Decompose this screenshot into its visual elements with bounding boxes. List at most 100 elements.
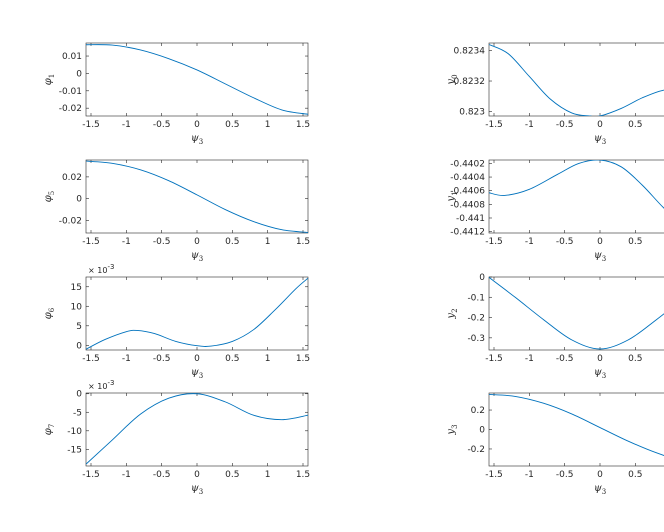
y-tick-label: -0.4406 bbox=[450, 187, 485, 197]
x-tick-label: -0.5 bbox=[153, 120, 171, 130]
x-tick-label: 0.5 bbox=[628, 470, 642, 480]
series-line bbox=[86, 160, 308, 233]
x-tick-label: 0.5 bbox=[628, 354, 642, 364]
x-axis-label: ψ3 bbox=[191, 367, 203, 380]
subplot-5: -1.5 -1 -0.5 0 0.5 1 1.5 15 10 5 0 × 10-3 ψ3 φ6 bbox=[43, 263, 310, 380]
axes-box bbox=[488, 276, 664, 351]
x-tick-label: 0 bbox=[597, 470, 603, 480]
x-tick-label: 0.5 bbox=[225, 237, 239, 247]
x-tick-label: 1.5 bbox=[296, 237, 310, 247]
series-line bbox=[489, 277, 664, 350]
x-tick-label: -0.5 bbox=[153, 354, 171, 364]
x-tick-label: -0.5 bbox=[556, 120, 574, 130]
series-line bbox=[86, 393, 308, 465]
y-tick-label: -0.4408 bbox=[450, 200, 485, 210]
y-axis-label: y1 bbox=[446, 191, 459, 202]
x-tick-label: -0.5 bbox=[153, 470, 171, 480]
y-tick-label: -0.3 bbox=[467, 334, 485, 344]
y-axis-label: φ1 bbox=[43, 74, 56, 85]
subplot-4: -1.5-1-0.500.511.5-0.4402-0.4404-0.4406-… bbox=[446, 159, 664, 263]
axes-box bbox=[488, 159, 664, 234]
y-tick-label: 0 bbox=[479, 426, 485, 436]
x-tick-label: -0.5 bbox=[556, 354, 574, 364]
series-line bbox=[489, 160, 664, 209]
x-tick-label: 0 bbox=[597, 120, 603, 130]
x-tick-label: -0.5 bbox=[556, 237, 574, 247]
y-axis-label: φ7 bbox=[43, 424, 56, 435]
x-tick-label: 0 bbox=[194, 354, 200, 364]
y-tick-label: 0.823 bbox=[459, 107, 485, 117]
y-tick-label: -0.4402 bbox=[450, 159, 485, 169]
x-tick-label: 0.5 bbox=[628, 120, 642, 130]
x-tick-label: -1.5 bbox=[485, 120, 503, 130]
x-tick-label: -1.5 bbox=[82, 354, 100, 364]
x-tick-label: 0.5 bbox=[225, 354, 239, 364]
x-tick-label: 0.5 bbox=[225, 470, 239, 480]
x-tick-label: 1.5 bbox=[296, 120, 310, 130]
y-axis-label: φ5 bbox=[43, 191, 56, 202]
x-tick-label: 1 bbox=[265, 120, 271, 130]
axes-box bbox=[488, 42, 664, 117]
y-axis-label: y0 bbox=[446, 74, 459, 85]
x-tick-label: 0.5 bbox=[628, 237, 642, 247]
y-tick-label: 5 bbox=[76, 322, 82, 332]
y-tick-label: 0 bbox=[76, 195, 82, 205]
x-tick-label: 0.5 bbox=[225, 120, 239, 130]
axes-box bbox=[85, 159, 309, 234]
x-tick-label: -1.5 bbox=[82, 237, 100, 247]
axes-box bbox=[488, 392, 664, 467]
y-tick-label: 0.01 bbox=[62, 52, 82, 62]
y-tick-label: 0.8234 bbox=[454, 47, 486, 57]
y-tick-label: -0.2 bbox=[467, 445, 485, 455]
subplot-1: -1.5 -1 -0.5 0 0.5 1 1.5 0.01 0 -0.01 -0.02 ψ3 φ1 bbox=[43, 42, 310, 146]
x-tick-label: -1 bbox=[122, 470, 131, 480]
x-axis-label: ψ3 bbox=[594, 483, 606, 496]
axes-box bbox=[85, 276, 309, 351]
x-axis-label: ψ3 bbox=[594, 367, 606, 380]
y-exponent-label: × 10-3 bbox=[88, 379, 114, 391]
x-tick-label: -1.5 bbox=[485, 470, 503, 480]
x-tick-label: 0 bbox=[194, 470, 200, 480]
y-tick-label: 0.02 bbox=[62, 173, 82, 183]
x-tick-label: 0 bbox=[597, 354, 603, 364]
y-tick-label: -0.4412 bbox=[450, 228, 485, 238]
x-axis-label: ψ3 bbox=[191, 250, 203, 263]
y-tick-label: -10 bbox=[67, 427, 82, 437]
x-tick-label: -1 bbox=[525, 354, 534, 364]
y-tick-label: 0 bbox=[76, 69, 82, 79]
x-tick-label: -1 bbox=[122, 120, 131, 130]
x-tick-label: 1.5 bbox=[296, 354, 310, 364]
y-tick-label: 0 bbox=[76, 341, 82, 351]
y-tick-label: -5 bbox=[73, 408, 82, 418]
x-tick-label: 0 bbox=[194, 237, 200, 247]
y-axis-label: y3 bbox=[446, 424, 459, 435]
y-tick-label: -0.2 bbox=[467, 314, 485, 324]
x-tick-label: -1 bbox=[122, 354, 131, 364]
y-tick-label: -0.4404 bbox=[450, 173, 485, 183]
y-tick-label: 0 bbox=[76, 390, 82, 400]
series-line bbox=[86, 277, 308, 350]
y-axis-label: y2 bbox=[446, 308, 459, 319]
series-line bbox=[489, 394, 664, 456]
x-tick-label: -1 bbox=[122, 237, 131, 247]
x-tick-label: -1 bbox=[525, 120, 534, 130]
y-tick-label: -0.441 bbox=[456, 214, 485, 224]
x-axis-label: ψ3 bbox=[191, 483, 203, 496]
x-tick-label: 1 bbox=[265, 354, 271, 364]
y-exponent-label: × 10-3 bbox=[88, 263, 114, 275]
y-tick-label: -0.02 bbox=[59, 216, 82, 226]
x-tick-label: -1 bbox=[525, 237, 534, 247]
x-tick-label: 1 bbox=[265, 237, 271, 247]
y-tick-label: 0 bbox=[479, 273, 485, 283]
y-tick-label: 10 bbox=[71, 302, 83, 312]
x-tick-label: 0 bbox=[597, 237, 603, 247]
y-tick-label: -0.01 bbox=[59, 87, 82, 97]
x-tick-label: -1.5 bbox=[82, 120, 100, 130]
x-tick-label: 1.5 bbox=[296, 470, 310, 480]
axes-box bbox=[85, 42, 309, 117]
series-line bbox=[86, 44, 308, 115]
